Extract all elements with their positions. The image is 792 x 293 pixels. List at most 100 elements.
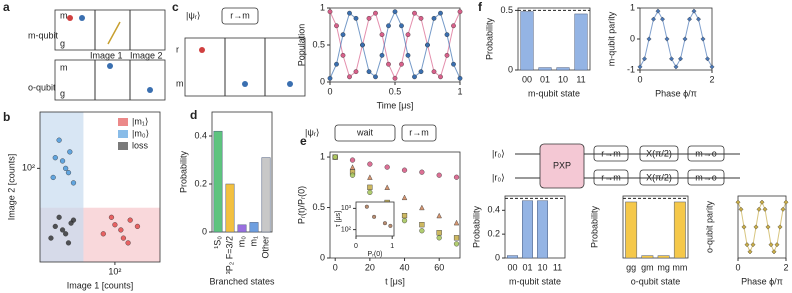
marker [59, 227, 66, 233]
label: Image 1 [90, 50, 123, 60]
bar [225, 183, 235, 233]
marker [392, 75, 398, 81]
marker [399, 61, 404, 67]
marker [399, 23, 404, 29]
marker [367, 161, 373, 167]
bar [574, 13, 588, 71]
x-tick-label: 01 [522, 262, 532, 272]
x-tick-label: gg [626, 262, 636, 272]
y-tick-label: 0 [630, 33, 635, 43]
y-tick-label: 0.5 [500, 5, 513, 15]
y-axis-label: Probability [471, 205, 481, 248]
marker [392, 9, 398, 15]
gate [539, 143, 585, 189]
marker [765, 224, 771, 230]
frame [355, 201, 395, 237]
panel-label: f [478, 0, 483, 14]
marker [756, 206, 762, 212]
y-tick-label: 10² [341, 226, 352, 233]
marker [451, 61, 456, 67]
marker [401, 194, 408, 201]
bar [537, 200, 548, 259]
label: m→o [695, 148, 717, 158]
marker [682, 36, 688, 42]
y-tick-label: 0.4 [194, 130, 207, 140]
marker [419, 169, 425, 175]
marker [453, 219, 460, 226]
marker [67, 149, 73, 155]
marker [127, 217, 133, 223]
marker [382, 221, 387, 226]
y-tick-label: 0 [202, 226, 207, 236]
bar [556, 67, 570, 71]
legend-label: loss [132, 140, 149, 150]
marker [334, 23, 339, 29]
marker [125, 240, 131, 246]
bar [673, 201, 686, 259]
y-tick-label: 0 [508, 64, 513, 74]
marker [120, 235, 127, 241]
marker [419, 228, 425, 234]
marker [327, 9, 333, 15]
label: r→m [409, 127, 429, 137]
marker [453, 241, 460, 247]
marker [100, 231, 106, 237]
marker [347, 74, 352, 80]
x-tick-label: ¹S₀ [212, 236, 222, 249]
atom [67, 15, 73, 21]
label: Image 2 [130, 50, 163, 60]
frame [517, 7, 591, 71]
x-tick-label: 10² [108, 266, 121, 276]
label: g [60, 38, 65, 48]
marker [134, 223, 141, 230]
marker [364, 204, 369, 209]
atom [242, 81, 248, 87]
bar [522, 200, 533, 259]
marker [655, 8, 661, 14]
marker [52, 155, 58, 161]
atom [287, 81, 293, 87]
marker [735, 199, 741, 205]
panel-label: a [3, 0, 10, 14]
marker [741, 224, 747, 230]
marker [431, 69, 437, 75]
marker [379, 52, 385, 58]
label: X(π/2) [646, 172, 672, 182]
marker [112, 222, 118, 228]
x-axis-label: t [μs] [385, 276, 405, 286]
marker [780, 206, 786, 212]
marker [418, 15, 424, 21]
x-tick-label: ³P₂ F=3/2 [224, 236, 234, 274]
y-axis-label: τ [μs] [335, 211, 342, 227]
y-axis-label: Probability [178, 150, 188, 193]
marker [70, 180, 77, 186]
marker [367, 184, 373, 190]
y-tick-label: 1 [630, 2, 635, 12]
marker [386, 23, 391, 29]
atom [79, 15, 85, 21]
legend-label: |m₀⟩ [132, 128, 149, 138]
x-tick-label: 0 [327, 86, 332, 96]
y-tick-label: 0 [495, 252, 500, 262]
panel-label: b [3, 110, 10, 124]
label: m [60, 62, 68, 72]
y-tick-label: 10² [22, 163, 35, 173]
marker [768, 242, 774, 248]
marker [366, 69, 372, 75]
x-axis-label: Phase ϕ/π [741, 276, 783, 286]
label: m [176, 78, 184, 88]
marker [65, 170, 72, 176]
bar [625, 201, 638, 259]
marker [642, 56, 647, 62]
x-tick-label: 0 [354, 243, 358, 250]
y-axis-label: o-qubit parity [704, 200, 714, 253]
level-box [184, 37, 306, 97]
marker [367, 174, 373, 180]
marker [412, 74, 417, 80]
x-tick-label: Other [260, 236, 270, 259]
marker [52, 223, 58, 230]
marker [425, 42, 430, 48]
x-tick-label: 0 [333, 262, 338, 272]
